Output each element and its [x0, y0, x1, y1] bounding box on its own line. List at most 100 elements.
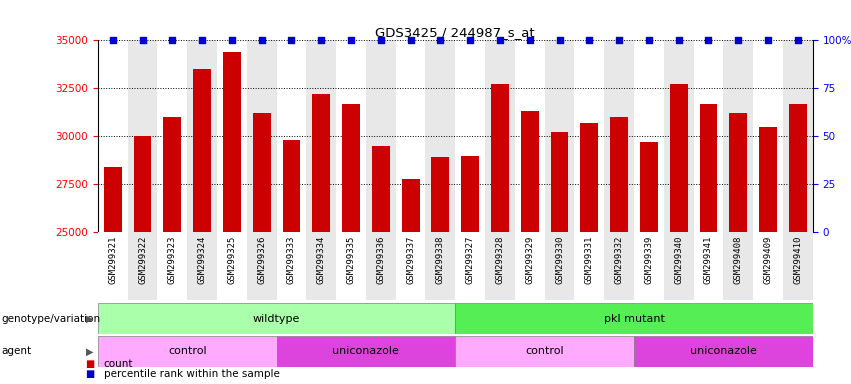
Text: GSM299409: GSM299409 [763, 236, 773, 284]
Point [106, 37, 119, 43]
Text: GSM299325: GSM299325 [227, 236, 237, 284]
Point [196, 37, 209, 43]
Bar [455, 303, 813, 334]
Bar [187, 40, 217, 232]
Text: percentile rank within the sample: percentile rank within the sample [104, 369, 280, 379]
Bar [485, 40, 515, 232]
Bar [455, 336, 634, 367]
Bar [634, 336, 813, 367]
Text: GSM299322: GSM299322 [138, 236, 147, 284]
Text: genotype/variation: genotype/variation [2, 314, 100, 324]
Point [553, 37, 567, 43]
Text: GSM299336: GSM299336 [376, 236, 386, 284]
Bar [98, 232, 128, 300]
Bar [485, 232, 515, 300]
Bar [336, 232, 366, 300]
Bar [247, 40, 277, 232]
Bar [694, 40, 723, 232]
Bar [277, 40, 306, 232]
Text: GSM299329: GSM299329 [525, 236, 534, 284]
Bar [455, 40, 485, 232]
Point [463, 37, 477, 43]
Bar [610, 117, 628, 384]
Text: GSM299331: GSM299331 [585, 236, 594, 284]
Bar [134, 136, 151, 384]
Bar [664, 40, 694, 232]
Bar [664, 232, 694, 300]
Bar [128, 232, 157, 300]
Point [374, 37, 387, 43]
Point [315, 37, 328, 43]
Text: GSM299326: GSM299326 [257, 236, 266, 284]
Bar [372, 146, 390, 384]
Bar [306, 40, 336, 232]
Text: GSM299330: GSM299330 [555, 236, 564, 284]
Text: GSM299328: GSM299328 [495, 236, 505, 284]
Point [225, 37, 238, 43]
Bar [426, 232, 455, 300]
Text: ■: ■ [85, 359, 94, 369]
Point [433, 37, 448, 43]
Point [344, 37, 357, 43]
Bar [128, 40, 157, 232]
Text: GSM299339: GSM299339 [644, 236, 654, 284]
Title: GDS3425 / 244987_s_at: GDS3425 / 244987_s_at [375, 26, 535, 39]
Bar [98, 303, 455, 334]
Bar [670, 84, 688, 384]
Text: GSM299337: GSM299337 [406, 236, 415, 284]
Point [642, 37, 655, 43]
Bar [604, 232, 634, 300]
Bar [342, 104, 360, 384]
Point [255, 37, 269, 43]
Text: GSM299335: GSM299335 [346, 236, 356, 284]
Bar [515, 40, 545, 232]
Text: GSM299321: GSM299321 [108, 236, 117, 284]
Bar [461, 156, 479, 384]
Bar [729, 113, 747, 384]
Point [165, 37, 179, 43]
Bar [306, 232, 336, 300]
Bar [759, 127, 777, 384]
Point [284, 37, 298, 43]
Text: GSM299324: GSM299324 [197, 236, 207, 284]
Bar [431, 157, 449, 384]
Bar [551, 132, 568, 384]
Bar [783, 232, 813, 300]
Text: agent: agent [2, 346, 31, 356]
Bar [753, 40, 783, 232]
Bar [98, 40, 128, 232]
Text: wildtype: wildtype [253, 314, 300, 324]
Text: GSM299333: GSM299333 [287, 236, 296, 284]
Bar [193, 69, 211, 384]
Bar [217, 232, 247, 300]
Bar [723, 40, 753, 232]
Bar [157, 232, 187, 300]
Bar [426, 40, 455, 232]
Point [582, 37, 596, 43]
Bar [247, 232, 277, 300]
Bar [98, 336, 277, 367]
Bar [366, 40, 396, 232]
Text: uniconazole: uniconazole [690, 346, 757, 356]
Point [612, 37, 625, 43]
Text: count: count [104, 359, 134, 369]
Bar [723, 232, 753, 300]
Text: GSM299410: GSM299410 [793, 236, 802, 284]
Bar [277, 336, 455, 367]
Bar [163, 117, 181, 384]
Text: ▶: ▶ [86, 314, 94, 324]
Text: uniconazole: uniconazole [333, 346, 399, 356]
Bar [545, 40, 574, 232]
Bar [277, 232, 306, 300]
Bar [312, 94, 330, 384]
Bar [545, 232, 574, 300]
Bar [217, 40, 247, 232]
Bar [253, 113, 271, 384]
Bar [283, 140, 300, 384]
Point [136, 37, 150, 43]
Point [701, 37, 715, 43]
Point [493, 37, 506, 43]
Bar [574, 40, 604, 232]
Bar [187, 232, 217, 300]
Text: GSM299334: GSM299334 [317, 236, 326, 284]
